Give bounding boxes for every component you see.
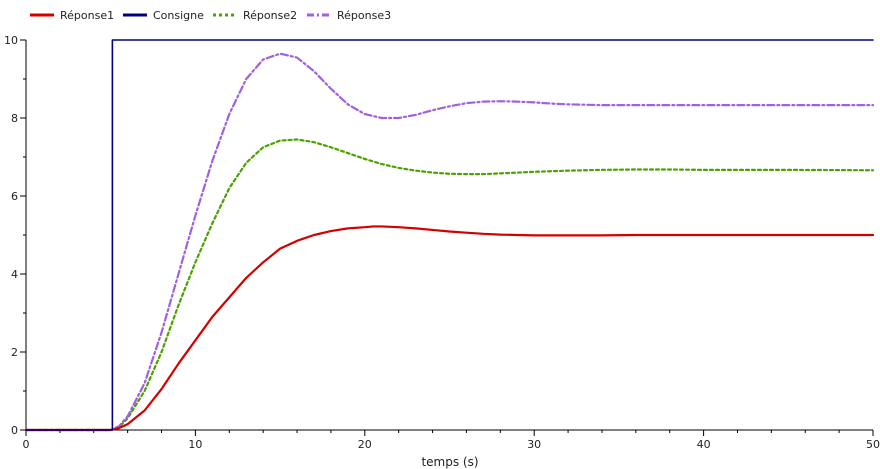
x-tick-label: 0: [23, 438, 30, 451]
x-axis-title: temps (s): [421, 455, 478, 469]
legend-label: Réponse1: [60, 9, 114, 22]
x-tick-label: 50: [866, 438, 880, 451]
x-ticks: 0 10 20 30 40 50: [23, 430, 880, 451]
y-tick-label: 8: [11, 112, 18, 125]
series-line-consigne: [25, 39, 874, 431]
y-ticks: 0 2 4 6 8 10: [4, 34, 26, 437]
y-tick-label: 4: [11, 268, 18, 281]
y-tick-label: 2: [11, 346, 18, 359]
series-line-r-ponse2: [24, 138, 875, 432]
y-tick-label: 0: [11, 424, 18, 437]
legend-label: Réponse2: [243, 9, 297, 22]
series-line-r-ponse1: [24, 225, 875, 432]
y-tick-label: 10: [4, 34, 18, 47]
x-tick-label: 10: [188, 438, 202, 451]
legend-label: Consigne: [153, 9, 204, 22]
legend: Réponse1 Consigne Réponse2 Réponse3: [30, 9, 391, 22]
x-tick-label: 30: [527, 438, 541, 451]
series-layer: [24, 39, 875, 432]
y-tick-label: 6: [11, 190, 18, 203]
x-tick-label: 20: [358, 438, 372, 451]
series-line-r-ponse3: [24, 52, 875, 432]
legend-label: Réponse3: [337, 9, 391, 22]
x-tick-label: 40: [697, 438, 711, 451]
